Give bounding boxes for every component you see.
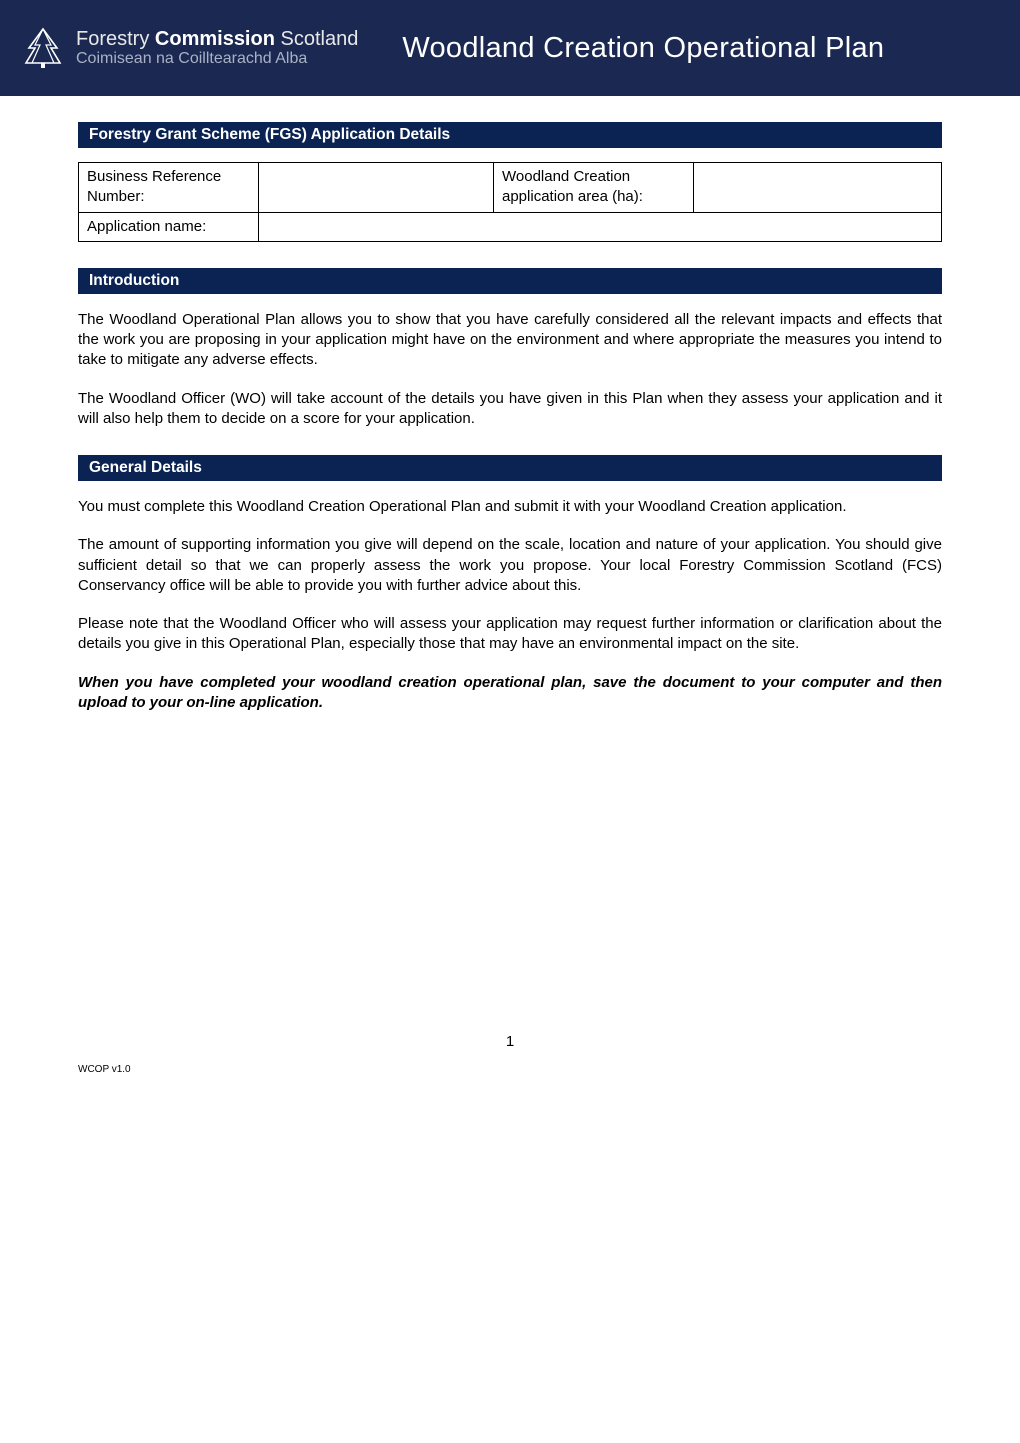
- logo-prefix: Forestry: [76, 28, 155, 50]
- logo-bold: Commission: [155, 28, 275, 50]
- logo-text: Forestry Commission Scotland Coimisean n…: [76, 28, 358, 68]
- appname-label: Application name:: [79, 212, 259, 241]
- fgs-heading: Forestry Grant Scheme (FGS) Application …: [78, 122, 942, 148]
- appname-value[interactable]: [259, 212, 942, 241]
- banner-title: Woodland Creation Operational Plan: [402, 32, 884, 65]
- page-number: 1: [78, 1033, 942, 1050]
- area-label: Woodland Creation application area (ha):: [494, 163, 694, 213]
- table-row: Business Reference Number: Woodland Crea…: [79, 163, 942, 213]
- footer-version: WCOP v1.0: [78, 1064, 942, 1075]
- page-content: Forestry Grant Scheme (FGS) Application …: [0, 122, 1020, 1115]
- table-row: Application name:: [79, 212, 942, 241]
- introduction-heading: Introduction: [78, 268, 942, 294]
- general-para-3: Please note that the Woodland Officer wh…: [78, 614, 942, 655]
- logo-block: Forestry Commission Scotland Coimisean n…: [20, 25, 358, 71]
- brn-value[interactable]: [259, 163, 494, 213]
- top-banner: Forestry Commission Scotland Coimisean n…: [0, 0, 1020, 96]
- logo-line-2: Coimisean na Coilltearachd Alba: [76, 50, 358, 68]
- fgs-details-table: Business Reference Number: Woodland Crea…: [78, 162, 942, 242]
- logo-suffix: Scotland: [275, 28, 358, 50]
- general-para-1: You must complete this Woodland Creation…: [78, 497, 942, 517]
- general-para-4-bold: When you have completed your woodland cr…: [78, 673, 942, 714]
- logo-line-1: Forestry Commission Scotland: [76, 28, 358, 50]
- area-value[interactable]: [694, 163, 942, 213]
- brn-label: Business Reference Number:: [79, 163, 259, 213]
- forestry-commission-logo-icon: [20, 25, 66, 71]
- general-para-2: The amount of supporting information you…: [78, 535, 942, 596]
- general-details-heading: General Details: [78, 455, 942, 481]
- intro-para-1: The Woodland Operational Plan allows you…: [78, 310, 942, 371]
- intro-para-2: The Woodland Officer (WO) will take acco…: [78, 389, 942, 430]
